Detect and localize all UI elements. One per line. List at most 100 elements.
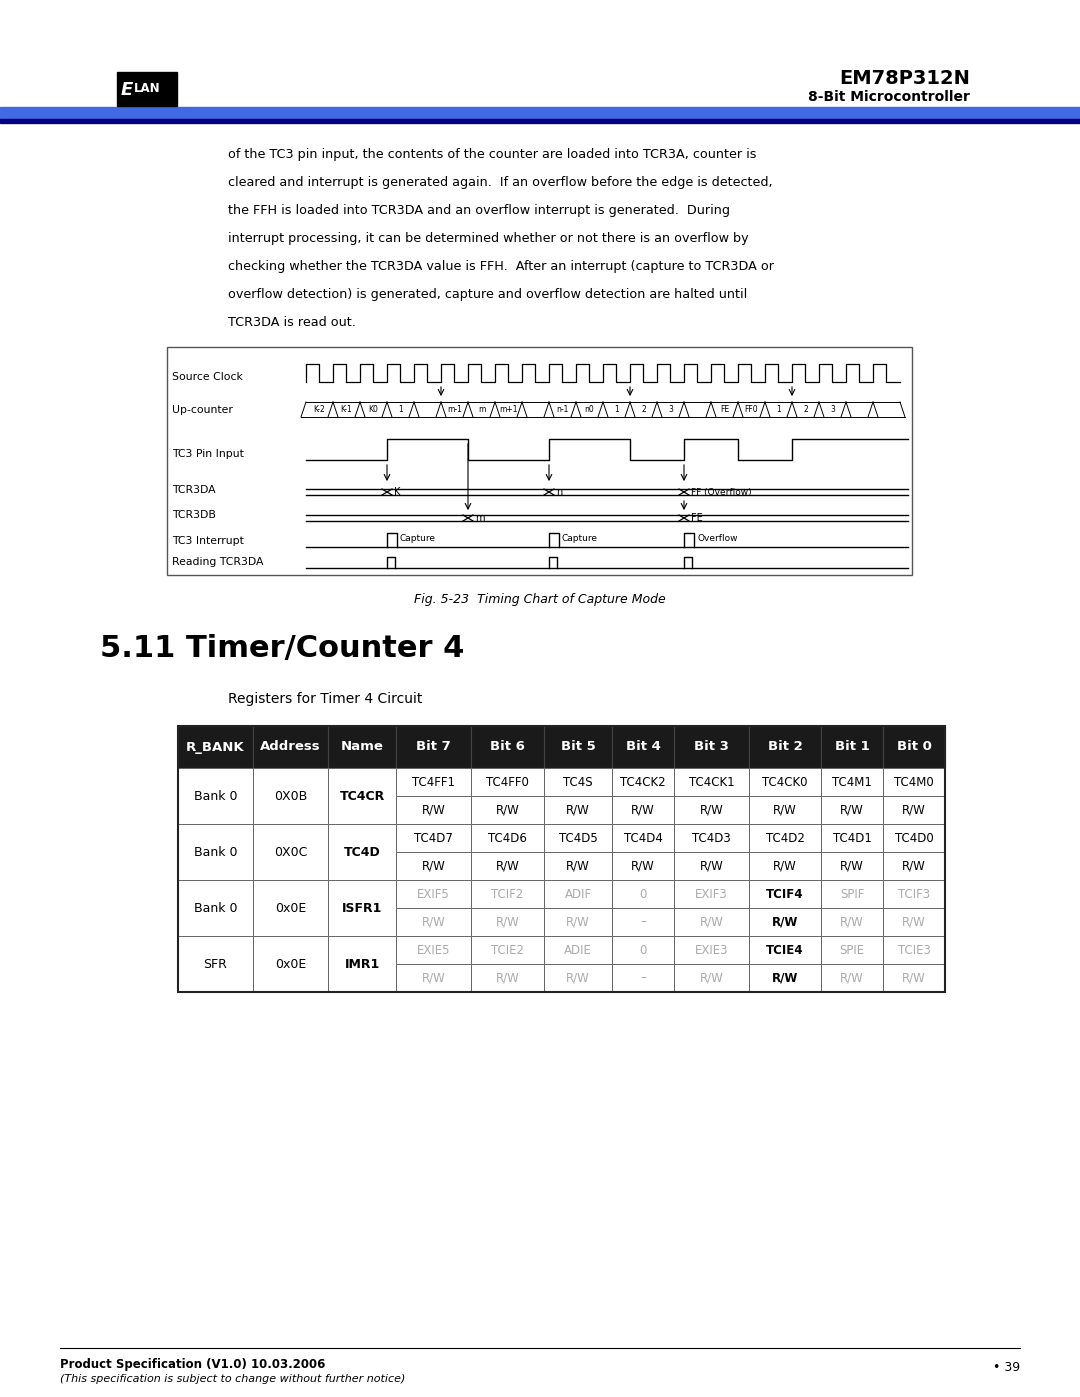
Bar xyxy=(883,852,945,880)
Text: R/W: R/W xyxy=(421,915,445,929)
Bar xyxy=(544,824,612,852)
Text: R/W: R/W xyxy=(700,915,724,929)
Text: R/W: R/W xyxy=(421,803,445,816)
Bar xyxy=(750,824,821,852)
Bar xyxy=(750,796,821,824)
Text: 8-Bit Microcontroller: 8-Bit Microcontroller xyxy=(808,89,970,103)
Bar xyxy=(674,824,750,852)
Text: n: n xyxy=(556,488,563,497)
Text: Fig. 5-23  Timing Chart of Capture Mode: Fig. 5-23 Timing Chart of Capture Mode xyxy=(414,592,666,606)
Text: TCIE2: TCIE2 xyxy=(491,943,524,957)
Text: TC4FF1: TC4FF1 xyxy=(411,775,455,788)
Bar xyxy=(674,852,750,880)
Text: R/W: R/W xyxy=(902,859,926,873)
Text: TC4CK2: TC4CK2 xyxy=(620,775,665,788)
Text: m-1: m-1 xyxy=(447,405,462,414)
Text: R/W: R/W xyxy=(566,859,590,873)
Text: TC4D5: TC4D5 xyxy=(558,831,597,845)
Text: TC4D3: TC4D3 xyxy=(692,831,731,845)
Text: R_BANK: R_BANK xyxy=(186,740,245,753)
Bar xyxy=(178,768,253,824)
Bar xyxy=(821,852,883,880)
Bar xyxy=(396,768,471,796)
Bar xyxy=(178,824,253,880)
Text: Bit 3: Bit 3 xyxy=(694,740,729,753)
Bar xyxy=(0,119,1080,123)
Bar xyxy=(612,852,674,880)
Text: R/W: R/W xyxy=(421,859,445,873)
Bar xyxy=(167,346,912,576)
Text: TCIF2: TCIF2 xyxy=(491,887,524,901)
Bar xyxy=(396,936,471,964)
Bar xyxy=(117,73,177,106)
Text: m: m xyxy=(477,405,485,414)
Text: 0: 0 xyxy=(639,887,647,901)
Text: Bit 4: Bit 4 xyxy=(625,740,661,753)
Text: TCIE4: TCIE4 xyxy=(766,943,804,957)
Bar xyxy=(750,768,821,796)
Text: 3: 3 xyxy=(831,405,835,414)
Text: R/W: R/W xyxy=(700,971,724,985)
Text: 0x0E: 0x0E xyxy=(275,901,306,915)
Bar xyxy=(821,726,883,768)
Text: SPIF: SPIF xyxy=(840,887,864,901)
Bar xyxy=(883,908,945,936)
Text: TCR3DA: TCR3DA xyxy=(172,485,216,495)
Text: SFR: SFR xyxy=(203,957,228,971)
Bar xyxy=(253,880,328,936)
Text: 3: 3 xyxy=(669,405,673,414)
Bar xyxy=(544,796,612,824)
Text: K: K xyxy=(394,488,401,497)
Text: TCR3DB: TCR3DB xyxy=(172,510,216,520)
Text: TC4CK1: TC4CK1 xyxy=(689,775,734,788)
Text: 1: 1 xyxy=(777,405,781,414)
Text: ADIF: ADIF xyxy=(565,887,592,901)
Text: m+1: m+1 xyxy=(499,405,517,414)
Bar xyxy=(750,964,821,992)
Bar xyxy=(883,824,945,852)
Text: EXIF3: EXIF3 xyxy=(696,887,728,901)
Text: cleared and interrupt is generated again.  If an overflow before the edge is det: cleared and interrupt is generated again… xyxy=(228,176,772,189)
Text: n-1: n-1 xyxy=(556,405,569,414)
Bar xyxy=(471,936,544,964)
Text: TCR3DA is read out.: TCR3DA is read out. xyxy=(228,316,356,330)
Text: 1: 1 xyxy=(399,405,403,414)
Text: Capture: Capture xyxy=(562,534,598,543)
Text: TC4D0: TC4D0 xyxy=(894,831,933,845)
Bar xyxy=(821,796,883,824)
Text: Bit 7: Bit 7 xyxy=(416,740,450,753)
Bar xyxy=(674,964,750,992)
Bar xyxy=(674,908,750,936)
Text: (This specification is subject to change without further notice): (This specification is subject to change… xyxy=(60,1375,405,1384)
Bar xyxy=(471,964,544,992)
Text: –: – xyxy=(640,971,646,985)
Text: TC4CR: TC4CR xyxy=(339,789,384,802)
Bar xyxy=(674,768,750,796)
Text: R/W: R/W xyxy=(700,803,724,816)
Text: FF0: FF0 xyxy=(745,405,758,414)
Bar xyxy=(750,936,821,964)
Text: Reading TCR3DA: Reading TCR3DA xyxy=(172,557,264,567)
Text: R/W: R/W xyxy=(631,803,654,816)
Bar xyxy=(328,768,396,824)
Bar xyxy=(178,880,253,936)
Text: • 39: • 39 xyxy=(993,1361,1020,1375)
Text: 0X0B: 0X0B xyxy=(274,789,307,802)
Bar xyxy=(883,964,945,992)
Bar xyxy=(612,768,674,796)
Text: Bank 0: Bank 0 xyxy=(193,845,238,859)
Text: K0: K0 xyxy=(368,405,378,414)
Text: the FFH is loaded into TCR3DA and an overflow interrupt is generated.  During: the FFH is loaded into TCR3DA and an ove… xyxy=(228,204,730,217)
Bar xyxy=(883,726,945,768)
Text: R/W: R/W xyxy=(496,803,519,816)
Text: R/W: R/W xyxy=(421,971,445,985)
Text: TC3 Pin Input: TC3 Pin Input xyxy=(172,448,244,460)
Text: R/W: R/W xyxy=(840,859,864,873)
Text: Name: Name xyxy=(340,740,383,753)
Bar xyxy=(471,908,544,936)
Text: overflow detection) is generated, capture and overflow detection are halted unti: overflow detection) is generated, captur… xyxy=(228,288,747,300)
Bar xyxy=(471,852,544,880)
Bar xyxy=(544,936,612,964)
Text: TC4FF0: TC4FF0 xyxy=(486,775,529,788)
Text: R/W: R/W xyxy=(840,971,864,985)
